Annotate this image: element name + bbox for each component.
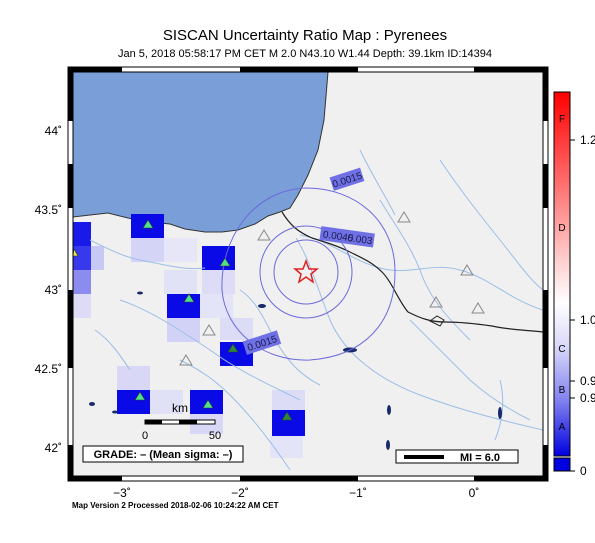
lat-label-43: 43˚ bbox=[45, 283, 62, 297]
colorbar-value-0-9a: 0.9 bbox=[580, 374, 595, 388]
lat-label-42-5: 42.5˚ bbox=[35, 362, 62, 376]
andorra-border bbox=[429, 315, 445, 327]
map-subtitle: Jan 5, 2018 05:58:17 PM CET M 2.0 N43.10… bbox=[118, 48, 492, 60]
lat-label-44: 44˚ bbox=[45, 124, 62, 138]
colorbar-value-1-2: 1.2 bbox=[580, 133, 595, 147]
scale-bar-title: km bbox=[172, 401, 188, 415]
colorbar: F D C B A 1.2 1.0 0.9 0.9 0 bbox=[553, 91, 595, 478]
contour-label-2-text: 0.003 bbox=[347, 233, 374, 247]
lon-label-0: 0˚ bbox=[469, 486, 480, 500]
grade-text: GRADE: – (Mean sigma: –) bbox=[94, 449, 233, 461]
uncertainty-contours bbox=[221, 187, 396, 361]
colorbar-value-0: 0 bbox=[580, 464, 587, 478]
lon-label-minus-1: −1˚ bbox=[349, 486, 367, 500]
rivers bbox=[89, 149, 543, 471]
grade-box: GRADE: – (Mean sigma: –) bbox=[82, 445, 244, 463]
scale-bar-start: 0 bbox=[142, 430, 148, 442]
map-frame bbox=[67, 66, 549, 482]
grade-letter-f: F bbox=[559, 114, 565, 125]
lon-label-minus-2: −2˚ bbox=[231, 486, 249, 500]
colorbar-bottom-swatch bbox=[553, 457, 571, 472]
lat-label-42: 42˚ bbox=[45, 441, 62, 455]
mi-label: MI = 6.0 bbox=[460, 452, 500, 464]
france-spain-border bbox=[281, 211, 543, 333]
colorbar-gradient bbox=[553, 91, 571, 457]
colorbar-value-0-9b: 0.9 bbox=[580, 391, 595, 405]
grade-letter-a: A bbox=[559, 422, 566, 433]
scale-bar-end: 50 bbox=[209, 430, 221, 442]
uncertainty-cells bbox=[73, 214, 305, 458]
grade-letter-b: B bbox=[559, 385, 566, 396]
epicenter-star bbox=[292, 258, 320, 284]
grade-letter-d: D bbox=[558, 223, 565, 234]
scale-bar: km 0 50 bbox=[142, 401, 221, 442]
contour-label-2: 0.003 0.0045 bbox=[319, 226, 375, 248]
map-area: 0.0015 0.003 0.0045 0.0015 km 0 50 GRADE… bbox=[73, 72, 543, 476]
colorbar-value-1-0: 1.0 bbox=[580, 313, 595, 327]
latitude-labels: 44˚ 43.5˚ 43˚ 42.5˚ 42˚ bbox=[35, 124, 62, 455]
grade-letter-c: C bbox=[558, 344, 565, 355]
station-markers-grey bbox=[179, 211, 485, 366]
lon-label-minus-3: −3˚ bbox=[113, 486, 131, 500]
lat-label-43-5: 43.5˚ bbox=[35, 203, 62, 217]
sea-bay-of-biscay bbox=[73, 72, 329, 233]
longitude-labels: −3˚ −2˚ −1˚ 0˚ bbox=[113, 486, 479, 500]
map-title: SISCAN Uncertainty Ratio Map : Pyrenees bbox=[163, 27, 447, 44]
station-markers-active bbox=[73, 219, 293, 421]
contour-label-3-text: 0.0045 bbox=[322, 229, 354, 244]
mi-box: MI = 6.0 bbox=[395, 449, 519, 464]
map-version-footer: Map Version 2 Processed 2018-02-06 10:24… bbox=[72, 501, 279, 510]
